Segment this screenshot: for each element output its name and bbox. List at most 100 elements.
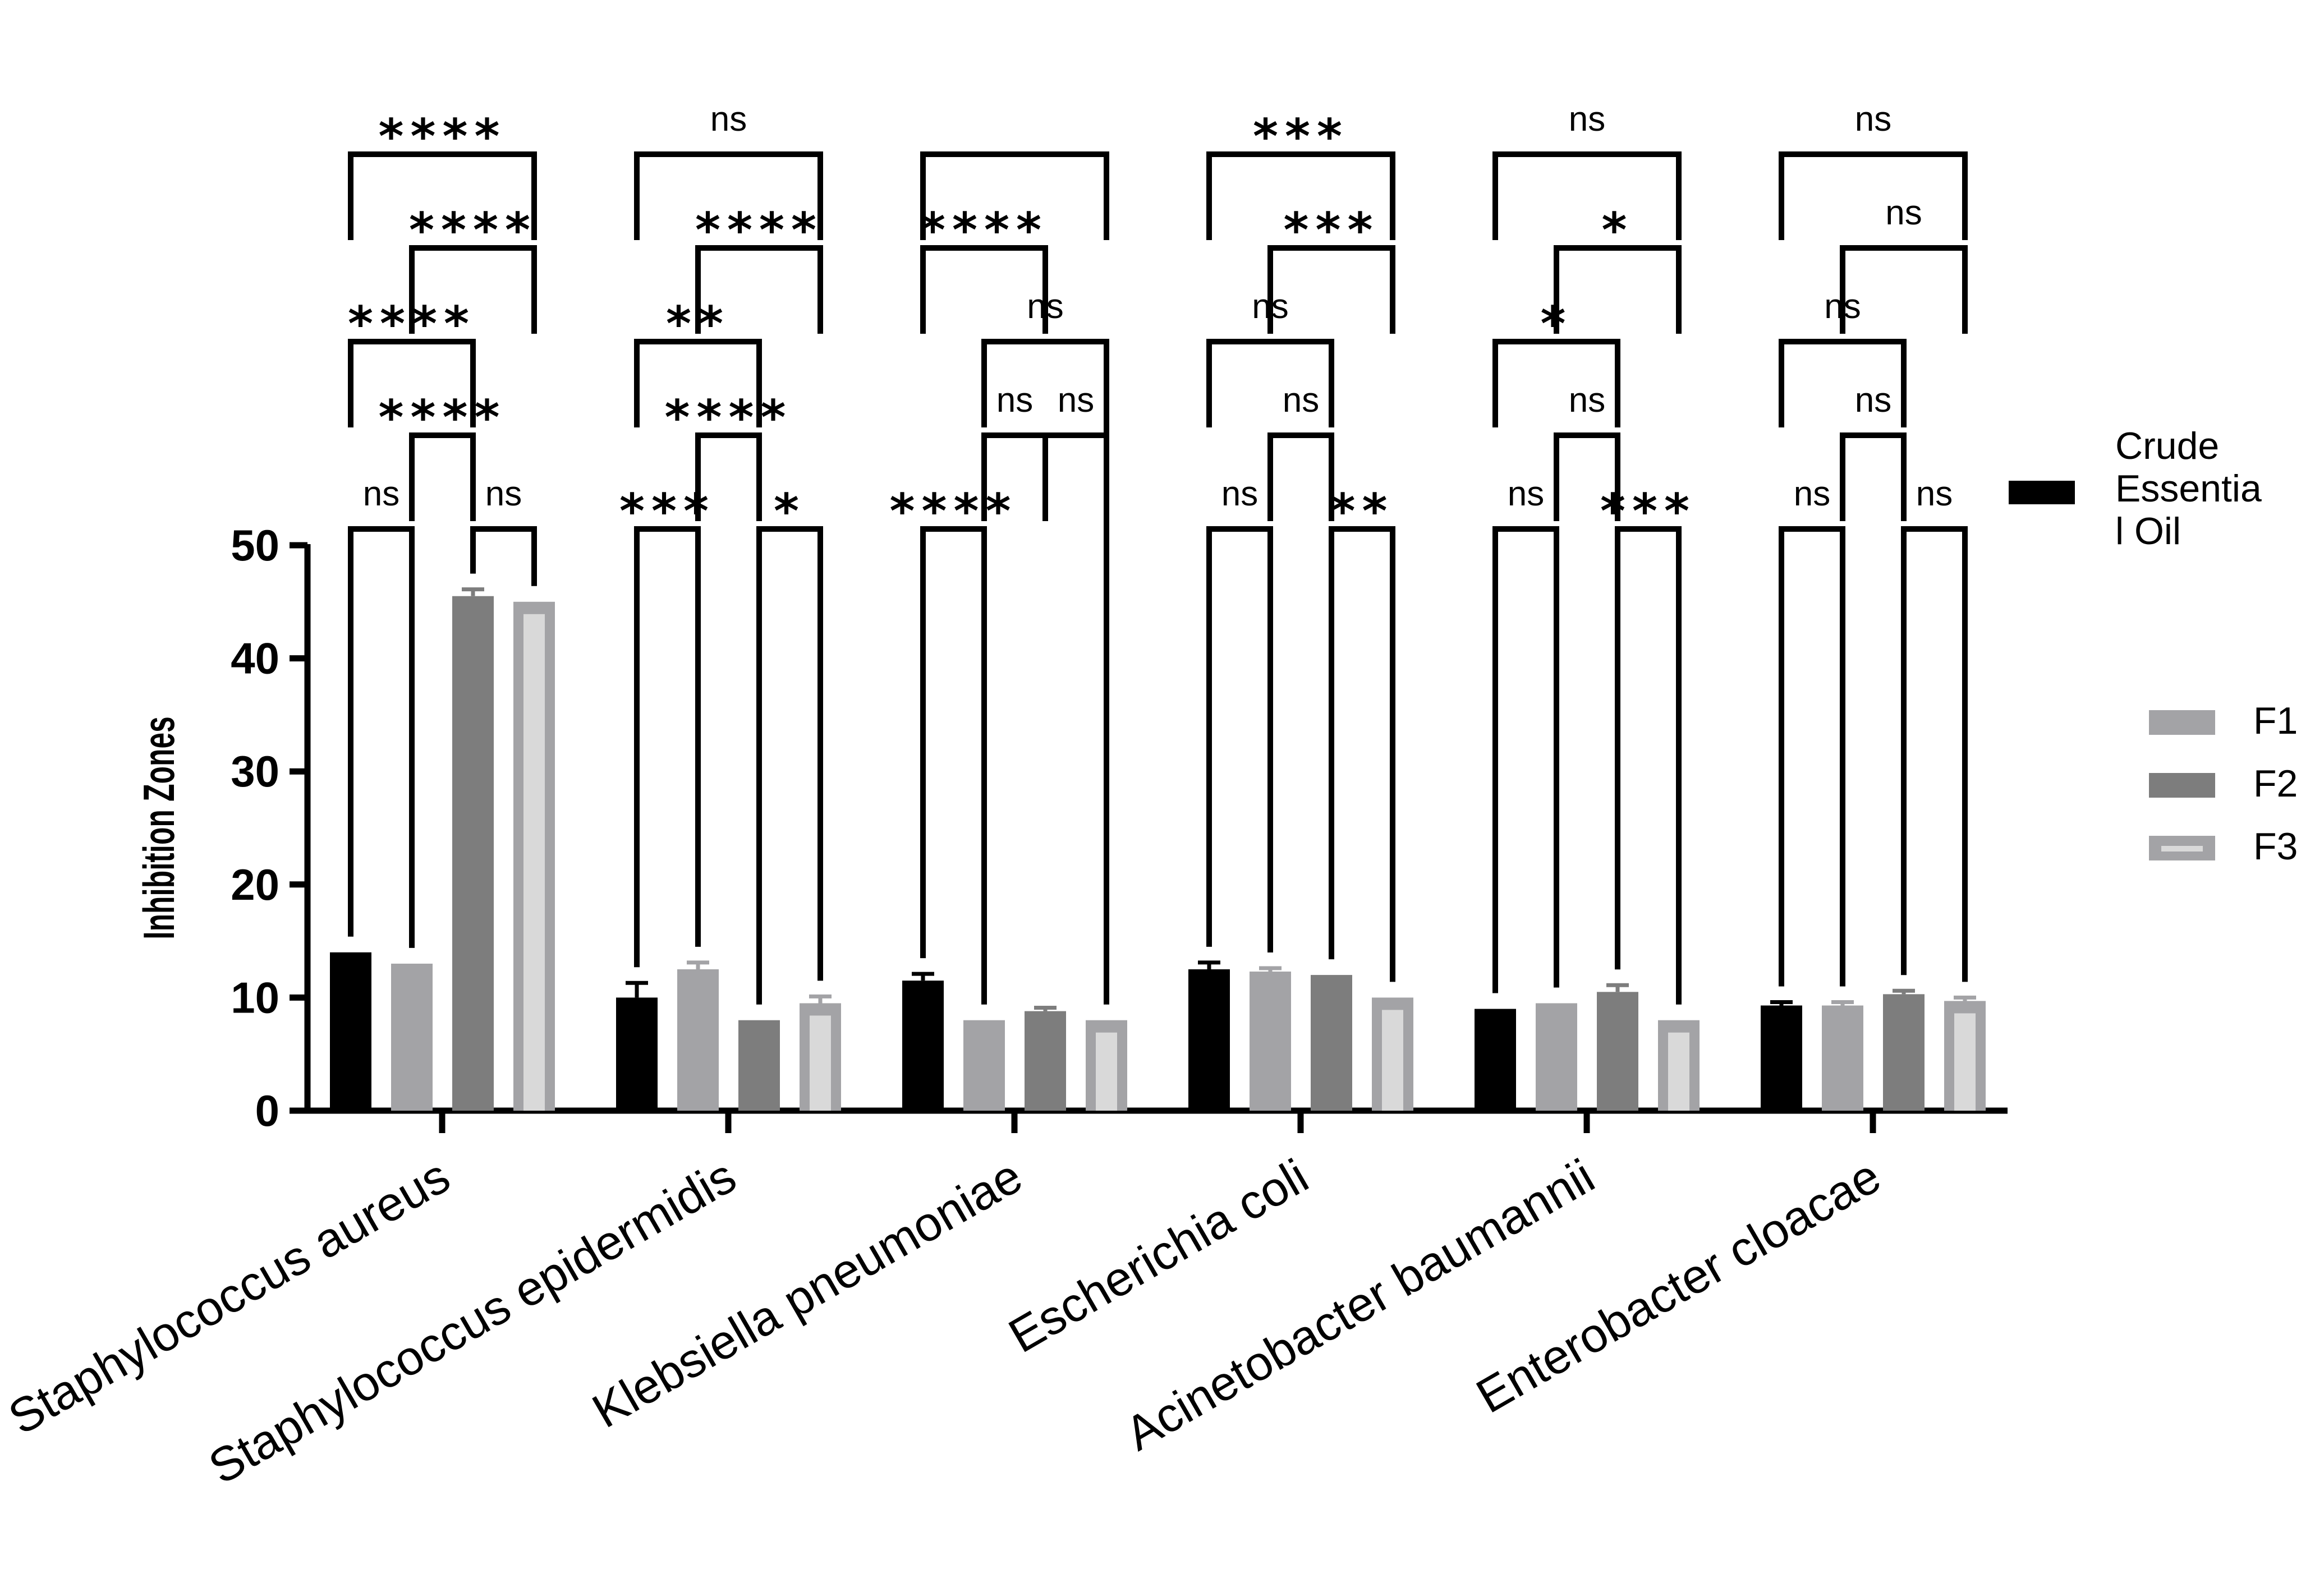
legend-label: Crude [2115, 425, 2219, 467]
y-axis-title: Inhibition Zones [135, 716, 183, 939]
sig-label: *** [1284, 202, 1380, 259]
sig-label: ns [996, 381, 1033, 420]
bar-highlight [1668, 1032, 1689, 1111]
bar-highlight [1096, 1032, 1117, 1111]
sig-label: * [774, 484, 806, 540]
sig-bracket [1615, 526, 1682, 1005]
bar [1311, 975, 1352, 1111]
sig-bracket [1267, 245, 1395, 334]
bar [902, 981, 944, 1111]
significance-brackets: ns ns******************* ***********ns****… [348, 100, 1968, 1005]
sig-bracket [695, 432, 762, 521]
sig-bracket [1901, 526, 1968, 982]
sig-label: ** [666, 296, 730, 352]
sig-bracket [920, 151, 1109, 240]
x-tick-label: Staphylococcus aureus [0, 1149, 458, 1445]
bar [616, 997, 658, 1111]
legend-label: F3 [2253, 825, 2298, 868]
bar [1475, 1009, 1516, 1111]
sig-bracket [1840, 432, 1907, 521]
y-tick-label: 50 [231, 521, 279, 570]
sig-bracket [634, 339, 762, 427]
legend-swatch-highlight [2161, 846, 2203, 852]
sig-bracket [1779, 339, 1907, 427]
legend-label: Essentia [2115, 467, 2262, 510]
x-tick-label: Acinetobacter baumannii [1117, 1149, 1604, 1461]
sig-label: **** [379, 390, 507, 446]
sig-label: ns [1058, 381, 1094, 420]
sig-bracket [348, 151, 537, 240]
bars-group [330, 587, 1986, 1111]
sig-bracket [1206, 526, 1273, 952]
bar-highlight [1382, 1010, 1403, 1111]
sig-bracket [470, 526, 537, 586]
sig-bracket [756, 526, 823, 1005]
sig-bracket [1206, 151, 1395, 240]
sig-label: ns [1885, 194, 1922, 232]
bar [677, 969, 719, 1111]
sig-bracket [1267, 432, 1334, 521]
sig-label: **** [695, 202, 823, 259]
sig-label: ns [1794, 475, 1830, 513]
bar [1250, 972, 1291, 1111]
y-tick-label: 30 [231, 747, 279, 796]
sig-label: ns [1569, 381, 1605, 420]
sig-bracket [920, 526, 987, 1005]
bar [1536, 1003, 1577, 1111]
y-tick-label: 40 [231, 634, 279, 683]
bar [1761, 1005, 1802, 1111]
sig-bracket [1492, 151, 1682, 240]
sig-bracket [1042, 432, 1109, 521]
sig-label: ns [1855, 100, 1891, 139]
legend-swatch [2149, 773, 2215, 798]
sig-label: ns [1508, 475, 1544, 513]
sig-label: **** [665, 390, 793, 446]
sig-bracket [634, 526, 701, 968]
sig-bracket [1492, 526, 1559, 993]
sig-bracket [1779, 526, 1845, 987]
y-tick-label: 10 [231, 973, 279, 1022]
x-tick-label: Staphylococcus epidermidis [200, 1149, 745, 1494]
legend-label: l Oil [2115, 510, 2181, 553]
sig-label: ns [1283, 381, 1319, 420]
sig-bracket [981, 339, 1109, 1005]
sig-bracket [1329, 526, 1395, 982]
bar [1025, 1011, 1066, 1111]
sig-label: **** [379, 109, 507, 165]
sig-label: *** [1253, 109, 1349, 165]
legend-label: F2 [2253, 762, 2298, 805]
axes: 0 10 20 30 40 50 Inhibition Zones [135, 521, 2008, 1135]
sig-bracket [1779, 151, 1968, 240]
sig-label: **** [409, 202, 537, 259]
sig-label: * [1602, 202, 1634, 259]
bar-highlight [523, 614, 545, 1111]
sig-label: **** [920, 202, 1048, 259]
sig-label: ns [1855, 381, 1891, 420]
bar [1188, 969, 1230, 1111]
bar [1597, 992, 1638, 1111]
sig-label: ns [710, 100, 747, 139]
legend-swatch [2149, 710, 2215, 735]
y-tick-label: 20 [231, 860, 279, 909]
sig-bracket [409, 245, 537, 334]
sig-bracket [981, 432, 1048, 521]
bar [391, 963, 433, 1111]
bar [1822, 1005, 1863, 1111]
bar [738, 1020, 780, 1111]
sig-bracket [1554, 432, 1620, 521]
sig-bracket [1206, 339, 1334, 427]
sig-bracket [1554, 245, 1682, 334]
legend-swatch [2009, 481, 2075, 504]
sig-label: ns [1916, 475, 1953, 513]
bar [1883, 994, 1925, 1111]
bar-highlight [1954, 1013, 1976, 1111]
sig-bracket [695, 245, 823, 334]
y-tick-label: 0 [255, 1086, 279, 1135]
legend-label: F1 [2253, 699, 2298, 742]
sig-label: ns [1569, 100, 1605, 139]
sig-label: * [1541, 296, 1573, 352]
sig-label: *** [619, 484, 715, 540]
